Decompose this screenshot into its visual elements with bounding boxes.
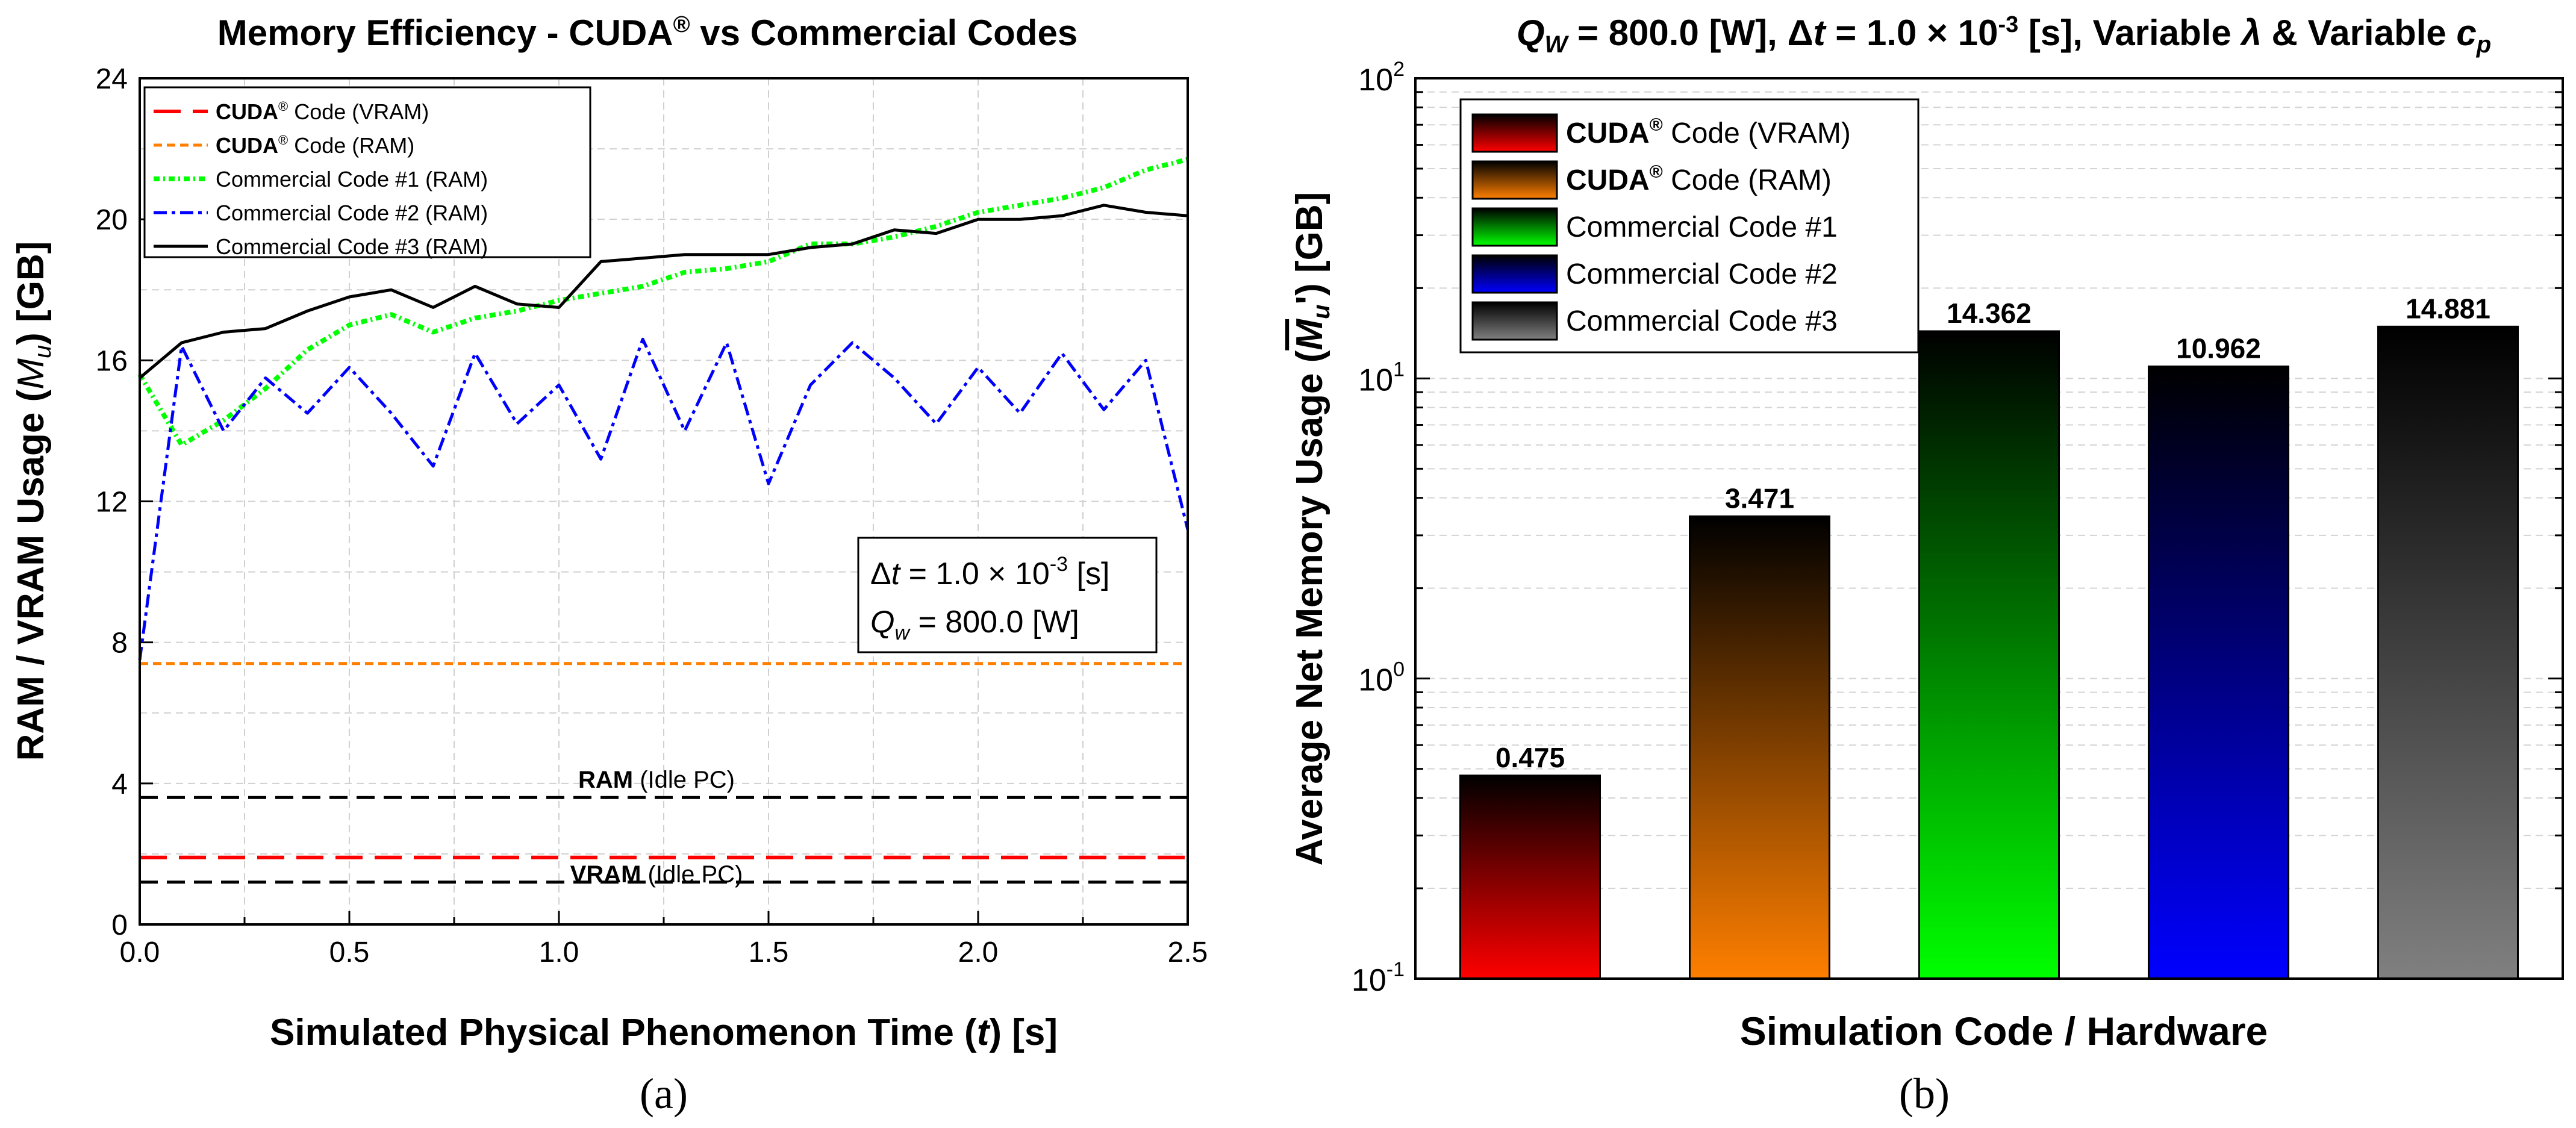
panel-b-frame [1414, 77, 2564, 980]
legend-label: Commercial Code #1 (RAM) [216, 167, 488, 192]
panel-a-annotation: Δt = 1.0 × 10-3 [s] Qw = 800.0 [W] [857, 537, 1158, 653]
y-tick-label: 24 [96, 63, 128, 95]
panel-a: Memory Efficiency - CUDA® vs Commercial … [10, 12, 1208, 1118]
bar [1459, 774, 1601, 980]
legend-label: CUDA® Code (RAM) [1566, 162, 1832, 196]
panel-a-frame [139, 77, 1189, 926]
ram-idle-label: RAM (Idle PC) [578, 767, 735, 793]
x-tick-label: 1.0 [539, 936, 579, 968]
panel-b-grid [1415, 91, 2563, 889]
series-commercial-1 [137, 157, 1188, 447]
series-commercial-2 [138, 337, 1190, 661]
y-tick-label: 101 [1358, 358, 1405, 397]
legend-label: Commercial Code #3 (RAM) [216, 234, 488, 259]
bar [1689, 515, 1830, 980]
y-tick-label: 10-1 [1352, 958, 1405, 998]
panel-a-xlabel: Simulated Physical Phenomenon Time (t) [… [270, 1012, 1058, 1053]
x-tick-label: 0.5 [329, 936, 370, 968]
panel-b: QW = 800.0 [W], Δt = 1.0 × 10-3 [s], Var… [1289, 12, 2564, 1118]
panel-a-legend-box [143, 86, 591, 258]
panel-b-xlabel: Simulation Code / Hardware [1740, 1009, 2268, 1053]
panel-a-ticks: 0.0 0.5 1.0 1.5 2.0 2.5 0 4 8 12 16 20 24 [96, 63, 1208, 968]
x-tick-label: 1.5 [749, 936, 789, 968]
y-tick-label: 100 [1358, 658, 1405, 698]
panel-a-title: Memory Efficiency - CUDA® vs Commercial … [217, 12, 1077, 53]
bar-value-label: 10.962 [2176, 332, 2261, 364]
panel-b-sublabel: (b) [1899, 1070, 1950, 1118]
legend-label: Commercial Code #2 (RAM) [216, 201, 488, 225]
bar-value-label: 0.475 [1495, 742, 1565, 773]
x-tick-label: 0.0 [120, 936, 160, 968]
panel-a-sublabel: (a) [640, 1070, 688, 1118]
bar-value-label: 3.471 [1725, 482, 1794, 514]
legend-swatch [1471, 301, 1558, 341]
legend-label: CUDA® Code (VRAM) [216, 99, 429, 124]
y-tick-label: 102 [1358, 58, 1405, 98]
panel-b-legend: CUDA® Code (VRAM) CUDA® Code (RAM) Commerc… [1459, 98, 1920, 354]
panel-a-series [137, 157, 1190, 884]
bar [1918, 330, 2060, 980]
y-tick-label: 8 [111, 628, 128, 659]
panel-a-ylabel: RAM / VRAM Usage (Mu) [GB] [10, 241, 56, 761]
legend-swatch [1471, 207, 1558, 247]
legend-label: CUDA® Code (RAM) [216, 132, 414, 158]
y-tick-label: 12 [96, 487, 128, 519]
panel-b-ylabel: Average Net Memory Usage (Mu') [GB] [1289, 192, 1335, 866]
legend-label: Commercial Code #3 [1566, 305, 1838, 337]
series-commercial-3 [139, 204, 1188, 379]
y-tick-label: 20 [96, 204, 128, 236]
annotation-dt: Δt = 1.0 × 10-3 [s] [870, 553, 1109, 591]
panel-a-legend: CUDA® Code (VRAM) CUDA® Code (RAM) Commerc… [143, 86, 591, 259]
y-tick-label: 16 [96, 345, 128, 377]
bar [2377, 325, 2519, 980]
y-tick-label: 4 [111, 768, 128, 800]
legend-label: CUDA® Code (VRAM) [1566, 115, 1851, 149]
bar [2148, 365, 2289, 980]
bar-value-label: 14.881 [2406, 293, 2490, 324]
y-tick-label: 0 [111, 909, 128, 941]
panel-b-title: QW = 800.0 [W], Δt = 1.0 × 10-3 [s], Var… [1517, 12, 2491, 58]
legend-swatch [1471, 113, 1558, 153]
panel-b-ticks: 10-1 100 101 102 [1352, 58, 2563, 998]
annotation-qw: Qw = 800.0 [W] [870, 605, 1079, 644]
bar-value-label: 14.362 [1947, 298, 2032, 329]
panel-b-bars: 0.475 3.471 14.362 10.962 14.881 [1459, 293, 2519, 980]
x-tick-label: 2.0 [958, 936, 999, 968]
legend-label: Commercial Code #2 [1566, 258, 1838, 290]
legend-swatch [1471, 254, 1558, 294]
legend-swatch [1471, 160, 1558, 200]
legend-label: Commercial Code #1 [1566, 211, 1838, 243]
vram-idle-label: VRAM (Idle PC) [570, 861, 743, 888]
annotation-box [857, 537, 1158, 653]
x-tick-label: 2.5 [1168, 936, 1208, 968]
